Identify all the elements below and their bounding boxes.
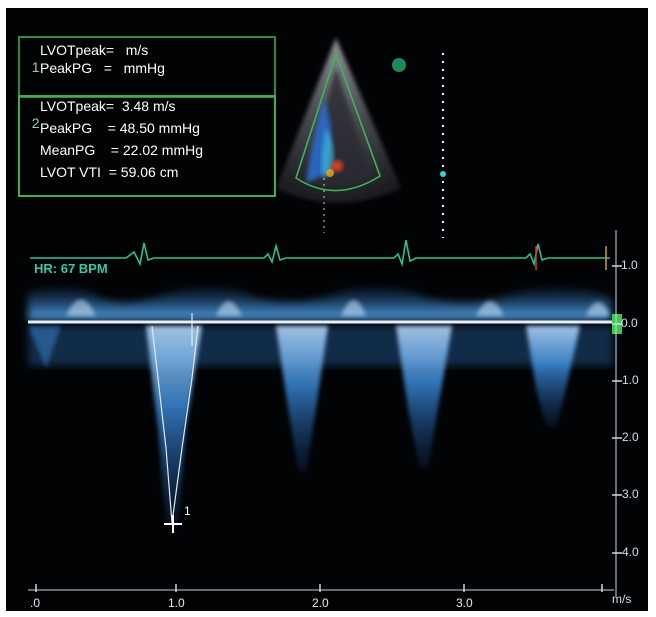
velocity-tick: -1.0 — [618, 373, 639, 387]
velocity-tick: -2.0 — [618, 430, 639, 444]
velocity-tick: 1.0 — [621, 258, 638, 272]
time-tick: .0 — [30, 596, 41, 610]
heart-rate-label: HR: 67 BPM — [34, 261, 108, 276]
doppler-scene — [28, 38, 622, 596]
velocity-unit: m/s — [612, 592, 632, 606]
measurement-line: LVOTpeak= m/s — [40, 42, 149, 58]
ecg-trace — [30, 239, 610, 270]
velocity-tick: 0.0 — [621, 316, 638, 330]
doppler-forward-band — [28, 286, 611, 320]
lvot-vti-value: LVOT VTI = 59.06 cm — [40, 164, 179, 180]
measurement-box-2 — [18, 95, 276, 197]
measurement-box-1 — [18, 36, 276, 98]
measurement-line: PeakPG = mmHg — [40, 60, 165, 76]
time-tick: 3.0 — [456, 596, 473, 610]
time-tick: 2.0 — [312, 596, 329, 610]
caliper-label: 1 — [184, 504, 191, 518]
measurement-index-2: 2 — [31, 115, 40, 131]
mean-pg-value: MeanPG = 22.02 mmHg — [40, 142, 204, 158]
measurement-index-1: 1 — [31, 59, 40, 75]
lvot-peak-value: LVOTpeak= 3.48 m/s — [40, 98, 176, 114]
time-tick: 1.0 — [168, 596, 185, 610]
peak-pg-value: PeakPG = 48.50 mmHg — [40, 120, 200, 136]
ultrasound-frame: 1 LVOTpeak= m/s PeakPG = mmHg 2 LVOTpeak… — [6, 8, 648, 611]
measurement-set-1: 1 — [24, 42, 40, 76]
measurement-set-2: 2 — [24, 98, 40, 132]
velocity-tick: -4.0 — [618, 545, 639, 559]
echo-sector-image — [276, 38, 446, 238]
caliper-cross-icon — [164, 515, 182, 533]
velocity-scale — [612, 230, 622, 596]
probe-indicator-icon — [392, 58, 406, 72]
velocity-tick: -3.0 — [618, 487, 639, 501]
time-axis — [28, 584, 614, 592]
doppler-spectral-envelopes — [28, 313, 613, 533]
